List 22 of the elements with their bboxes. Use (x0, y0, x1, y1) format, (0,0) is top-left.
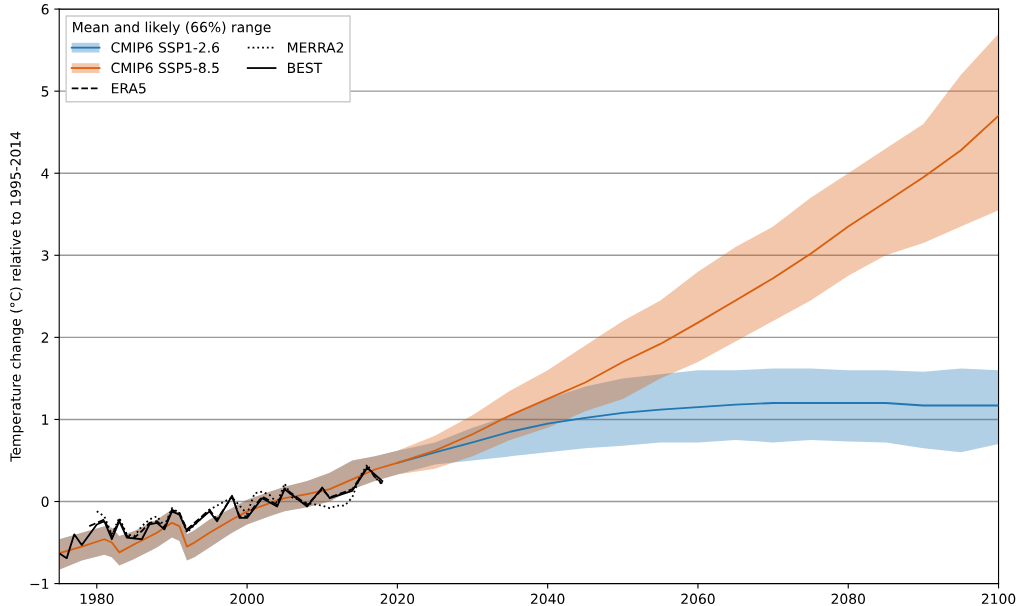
y-tick-label: 2 (41, 332, 49, 343)
legend-title: Mean and likely (66%) range (73, 21, 271, 36)
legend-label: ERA5 (111, 83, 146, 94)
y-tick-label: 0 (41, 496, 49, 507)
y-tick-label: 5 (41, 86, 49, 97)
x-tick-label: 1980 (80, 593, 114, 605)
legend-label: MERRA2 (287, 42, 344, 53)
x-tick-label: 2020 (380, 593, 415, 605)
legend-label: BEST (287, 62, 323, 74)
y-tick-label: 4 (41, 168, 49, 179)
y-tick-label: −1 (30, 578, 49, 589)
x-tick-label: 2100 (981, 593, 1016, 605)
y-tick-label: 1 (42, 414, 49, 425)
y-tick-label: 3 (41, 250, 49, 261)
x-tick-label: 2000 (230, 593, 264, 605)
x-tick-label: 2060 (681, 593, 715, 605)
legend-label: CMIP6 SSP5-8.5 (111, 62, 219, 74)
y-tick-label: 6 (41, 4, 49, 15)
x-tick-label: 2040 (531, 593, 565, 605)
y-axis-title: Temperature change (°C) relative to 1995-2014 (10, 131, 24, 462)
x-tick-label: 2080 (831, 593, 865, 605)
legend-label: CMIP6 SSP1-2.6 (111, 42, 220, 53)
